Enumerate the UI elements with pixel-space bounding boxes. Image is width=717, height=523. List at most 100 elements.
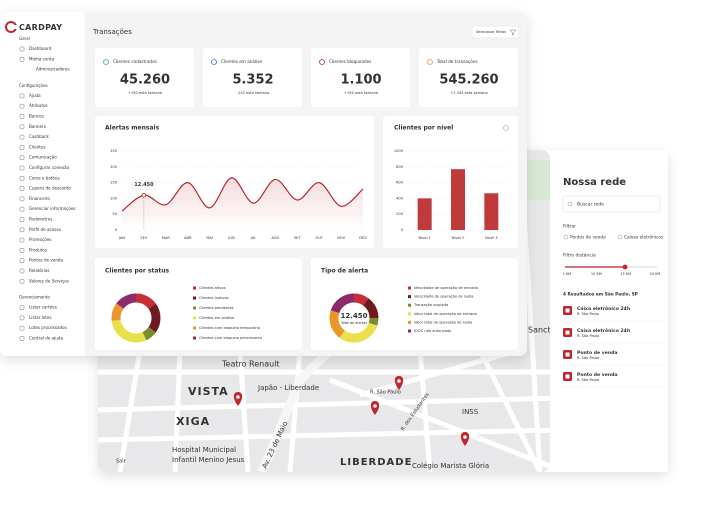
chart-title: Alertas mensais — [105, 125, 160, 132]
legend-label: Valor total de operação de entrada — [414, 312, 477, 316]
chart-card — [383, 116, 518, 248]
y-tick-label: 600 — [396, 181, 404, 185]
stat-icon — [103, 59, 109, 65]
sidebar-item[interactable]: Lotes processados — [29, 325, 67, 330]
result-item[interactable] — [560, 302, 662, 321]
result-title: Caixa eletrônico 24h — [577, 327, 630, 334]
map-label: R. São Paulo — [370, 390, 401, 396]
sidebar-item[interactable]: Bancos — [29, 114, 44, 119]
y-tick-label: 0 — [401, 228, 404, 232]
legend-label: Clientes inativos — [199, 296, 229, 300]
chart-title: Tipo de alerta — [321, 268, 368, 275]
road — [117, 349, 143, 472]
radio[interactable] — [563, 234, 569, 240]
stat-change: +2.345 esta semana — [450, 91, 488, 95]
legend-label: Valor total de operação de saída — [414, 320, 472, 324]
y-tick-label: 0 — [115, 228, 118, 232]
y-tick-label: 1000 — [394, 149, 404, 153]
x-tick-label: FEV — [141, 236, 148, 240]
sidebar-item[interactable]: Central de ajuda — [29, 336, 63, 341]
sidebar-item[interactable]: Configurar conexão — [29, 165, 70, 170]
sidebar-item[interactable]: Atributos — [29, 103, 48, 108]
chart-title: Clientes por nível — [394, 125, 453, 132]
sidebar-item[interactable]: Relatórios — [29, 268, 49, 273]
sidebar-item[interactable]: Gerenciar informações — [29, 206, 75, 211]
sidebar-icon — [19, 155, 25, 160]
donut-segment — [111, 293, 161, 343]
sidebar-icon — [19, 103, 25, 109]
stat-icon — [211, 59, 217, 65]
result-subtitle: R. São Paulo — [577, 312, 599, 316]
sidebar-item[interactable]: Produtos — [29, 247, 47, 252]
sidebar-item[interactable]: Listar lotes — [29, 315, 52, 320]
sidebar-icon — [19, 227, 25, 233]
slider-knob[interactable] — [622, 264, 628, 270]
search-box[interactable] — [562, 195, 661, 213]
stat-icon — [427, 59, 433, 65]
search-icon — [567, 201, 573, 207]
sidebar-item[interactable]: Perfil de acesso — [29, 227, 62, 232]
sidebar-icon — [19, 315, 25, 321]
sidebar-item[interactable]: Promoções — [29, 237, 51, 242]
sidebar-item[interactable]: Cupons de desconto — [29, 186, 71, 191]
sidebar-item[interactable]: Minha conta — [29, 56, 55, 61]
legend-label: Clientes ativos — [199, 286, 226, 290]
result-icon-glyph — [565, 308, 570, 313]
line-area — [122, 177, 363, 230]
sidebar-item[interactable]: Dashboard — [29, 46, 52, 51]
line-series — [121, 177, 364, 212]
sidebar-icon — [19, 279, 25, 284]
map-label: Infantil Menino Jesus — [172, 456, 245, 464]
legend-swatch — [408, 303, 411, 307]
result-item[interactable] — [560, 368, 662, 387]
distance-label: Filtro distância — [563, 252, 596, 259]
sidebar-item[interactable]: Pontos de venda — [29, 258, 64, 263]
sidebar-item[interactable]: Financeiro — [29, 196, 50, 201]
sidebar-icon — [19, 305, 25, 310]
road — [237, 349, 251, 472]
sidebar-item[interactable]: Comunicação — [29, 155, 57, 160]
result-item[interactable] — [560, 346, 662, 365]
info-icon[interactable] — [503, 125, 509, 131]
stat-change: -152 esta semana — [237, 91, 269, 95]
donut-center-value: 12.450 — [340, 312, 367, 320]
map-label: XIGA — [176, 415, 210, 428]
sidebar-item[interactable]: Cashback — [29, 134, 49, 139]
result-item[interactable] — [560, 324, 662, 343]
map-label: Hospital Municipal — [172, 446, 236, 454]
sidebar-item[interactable]: Listar cartões — [29, 305, 57, 310]
annotation-label: 12.450 — [134, 182, 154, 188]
map-label: Sanct — [528, 326, 551, 335]
result-subtitle: R. São Paulo — [577, 378, 599, 382]
sidebar-item[interactable]: Parâmetros — [29, 217, 52, 222]
sidebar-item[interactable]: Clientes — [29, 144, 46, 149]
x-tick-label: AGO — [271, 236, 279, 240]
result-icon-glyph — [565, 374, 570, 379]
sidebar-item[interactable]: Valores de Serviços — [29, 278, 69, 283]
sidebar-item[interactable]: Administradores — [36, 67, 69, 72]
bar — [484, 193, 499, 230]
x-tick-label: DEZ — [359, 236, 367, 240]
bar — [417, 198, 432, 230]
legend-label: Clientes com bloqueio temporário — [199, 326, 260, 330]
legend-swatch — [193, 336, 196, 340]
sidebar-item[interactable]: Ajuda — [29, 93, 41, 98]
legend-label: IOOC não autorizado — [414, 329, 451, 333]
result-title: Ponto de venda — [577, 372, 618, 378]
stat-card — [311, 48, 410, 107]
logout-link[interactable]: Sair — [116, 459, 127, 465]
filter-button[interactable] — [471, 25, 520, 39]
distance-mark: 10 KM — [591, 272, 602, 276]
map-pin-dot — [397, 379, 401, 383]
sidebar-icon — [19, 336, 25, 341]
stat-card — [203, 48, 302, 107]
stat-icon — [319, 59, 325, 65]
donut-center-label: Total de alertas — [340, 321, 367, 325]
radio[interactable] — [617, 234, 623, 240]
radio-label: Caixas eletrônicos — [624, 234, 664, 241]
sidebar-icon — [19, 176, 25, 181]
map-pin — [394, 376, 404, 390]
sidebar-item[interactable]: Cores e botões — [29, 175, 60, 180]
bar — [451, 169, 465, 230]
sidebar-item[interactable]: Banners — [29, 124, 46, 129]
